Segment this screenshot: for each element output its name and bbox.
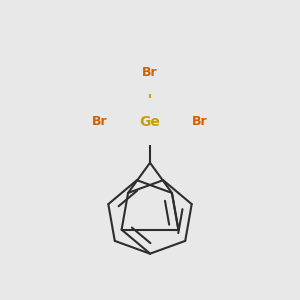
Text: Br: Br bbox=[92, 115, 108, 128]
Text: Ge: Ge bbox=[140, 115, 160, 128]
Text: Br: Br bbox=[142, 66, 158, 79]
Text: Br: Br bbox=[192, 115, 208, 128]
